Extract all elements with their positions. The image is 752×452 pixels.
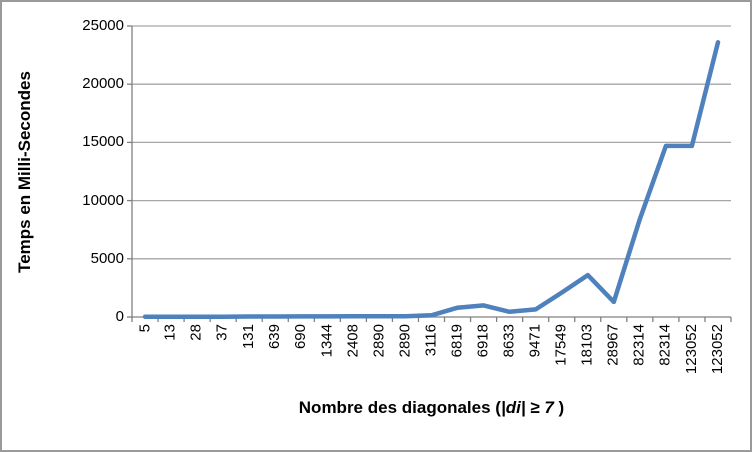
y-tick-label: 10000	[82, 191, 124, 209]
y-tick-label: 0	[115, 308, 124, 325]
x-axis-title-prefix: Nombre des diagonales (	[298, 398, 501, 417]
data-series-line	[142, 40, 721, 319]
x-axis-title-math: |di| ≥ 7	[500, 398, 554, 417]
y-tick-label: 20000	[82, 75, 124, 93]
y-tick-label: 15000	[82, 133, 124, 151]
y-tick-label: 25000	[82, 17, 124, 34]
x-axis-title-suffix: )	[553, 398, 565, 417]
y-tick-label: 5000	[90, 249, 124, 267]
x-axis-title: Nombre des diagonales (|di| ≥ 7 )	[132, 398, 731, 418]
y-axis-title-text: Temps en Milli-Secondes	[15, 71, 34, 273]
